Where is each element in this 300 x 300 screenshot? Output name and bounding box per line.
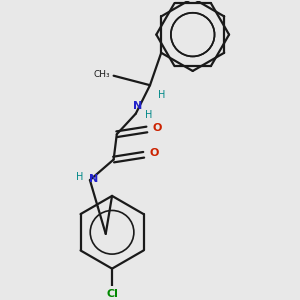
Text: N: N — [133, 100, 142, 110]
Text: H: H — [158, 90, 165, 100]
Text: H: H — [145, 110, 153, 120]
Text: O: O — [149, 148, 159, 158]
Text: N: N — [89, 174, 98, 184]
Text: O: O — [152, 123, 162, 133]
Text: Cl: Cl — [106, 289, 118, 299]
Text: H: H — [76, 172, 84, 182]
Text: CH₃: CH₃ — [93, 70, 110, 79]
